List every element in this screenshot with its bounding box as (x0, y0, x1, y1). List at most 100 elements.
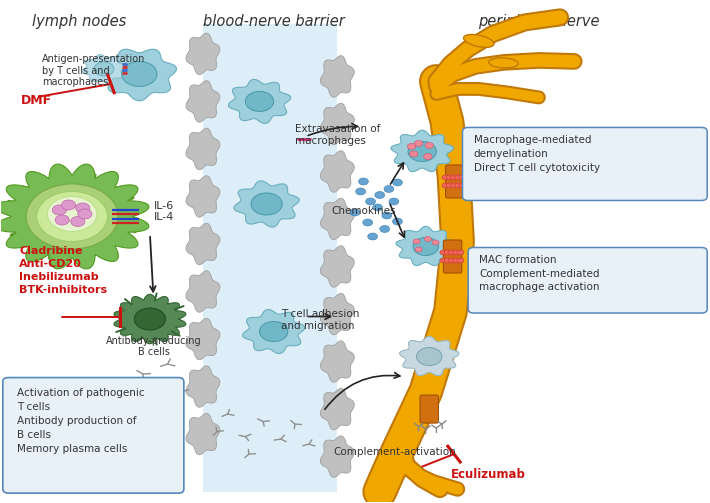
Circle shape (457, 258, 464, 263)
Circle shape (356, 188, 366, 195)
Text: Extravasation of
macrophages: Extravasation of macrophages (295, 124, 381, 145)
Circle shape (389, 198, 399, 205)
Polygon shape (186, 33, 220, 74)
Circle shape (444, 250, 451, 255)
Text: Cladribine
Anti-CD20
Inebilizumab
BTK-inhibitors: Cladribine Anti-CD20 Inebilizumab BTK-in… (19, 246, 107, 295)
Polygon shape (320, 388, 354, 430)
Text: Eculizumab: Eculizumab (451, 468, 526, 480)
Polygon shape (186, 271, 220, 312)
Circle shape (415, 140, 423, 146)
Text: MAC formation
Complement-mediated
macrophage activation: MAC formation Complement-mediated macrop… (479, 255, 600, 292)
Circle shape (382, 212, 392, 219)
Circle shape (446, 183, 453, 188)
Ellipse shape (464, 35, 494, 47)
Circle shape (450, 183, 457, 188)
FancyBboxPatch shape (203, 24, 337, 491)
Circle shape (260, 321, 288, 342)
Polygon shape (243, 309, 305, 354)
Circle shape (444, 258, 451, 263)
Circle shape (55, 215, 70, 225)
Polygon shape (391, 130, 454, 172)
Circle shape (375, 192, 385, 199)
FancyBboxPatch shape (462, 127, 707, 201)
Polygon shape (0, 164, 149, 269)
Circle shape (380, 225, 390, 232)
Circle shape (366, 198, 376, 205)
Circle shape (446, 175, 453, 180)
Text: Chemokines: Chemokines (332, 206, 396, 216)
Text: blood-nerve barrier: blood-nerve barrier (203, 14, 344, 29)
Circle shape (452, 258, 459, 263)
Circle shape (415, 247, 422, 252)
FancyBboxPatch shape (444, 240, 462, 273)
Polygon shape (186, 80, 220, 122)
Text: Complement-activation: Complement-activation (334, 447, 457, 457)
Circle shape (440, 258, 447, 263)
Text: T cell adhesion
and migration: T cell adhesion and migration (280, 309, 359, 330)
Circle shape (459, 183, 466, 188)
Polygon shape (320, 293, 354, 334)
Polygon shape (320, 56, 354, 97)
Circle shape (448, 258, 455, 263)
Polygon shape (320, 198, 354, 240)
Circle shape (121, 61, 157, 87)
Polygon shape (186, 413, 220, 455)
Text: lymph nodes: lymph nodes (32, 14, 126, 29)
Circle shape (48, 197, 97, 231)
Polygon shape (400, 337, 459, 376)
Polygon shape (234, 181, 300, 227)
Circle shape (373, 204, 383, 211)
Polygon shape (229, 79, 290, 123)
Circle shape (384, 186, 394, 193)
FancyBboxPatch shape (468, 247, 707, 313)
Circle shape (94, 62, 114, 76)
Polygon shape (320, 151, 354, 192)
Circle shape (78, 209, 92, 219)
Text: peripheral nerve: peripheral nerve (478, 14, 600, 29)
Circle shape (410, 151, 418, 157)
FancyBboxPatch shape (420, 395, 439, 423)
Circle shape (71, 216, 84, 226)
Circle shape (417, 348, 442, 366)
Circle shape (425, 142, 434, 148)
Circle shape (246, 92, 273, 112)
Circle shape (450, 175, 457, 180)
Circle shape (350, 209, 360, 216)
Circle shape (37, 192, 107, 241)
Circle shape (432, 240, 439, 245)
Polygon shape (114, 294, 186, 344)
Polygon shape (320, 341, 354, 382)
Circle shape (26, 184, 118, 249)
Polygon shape (102, 49, 177, 101)
Polygon shape (320, 103, 354, 145)
Circle shape (359, 178, 368, 185)
Text: Macrophage-mediated
demyelination
Direct T cell cytotoxicity: Macrophage-mediated demyelination Direct… (474, 135, 600, 173)
Circle shape (425, 236, 432, 241)
Circle shape (442, 183, 449, 188)
Polygon shape (396, 226, 455, 266)
Circle shape (413, 239, 420, 244)
Polygon shape (186, 223, 220, 265)
Polygon shape (320, 246, 354, 287)
Polygon shape (186, 128, 220, 170)
Polygon shape (186, 366, 220, 407)
Circle shape (53, 205, 67, 215)
Circle shape (454, 175, 462, 180)
Circle shape (452, 250, 459, 255)
Polygon shape (186, 176, 220, 217)
Circle shape (408, 141, 437, 161)
Circle shape (448, 250, 455, 255)
Circle shape (251, 193, 282, 215)
Circle shape (457, 250, 464, 255)
Circle shape (76, 203, 89, 213)
Text: IL-6
IL-4: IL-6 IL-4 (153, 201, 174, 222)
FancyBboxPatch shape (445, 165, 464, 198)
Ellipse shape (488, 58, 518, 68)
Text: Antibody-producing
B cells: Antibody-producing B cells (106, 336, 201, 357)
Circle shape (413, 237, 439, 256)
Circle shape (393, 218, 403, 225)
Circle shape (459, 175, 466, 180)
FancyBboxPatch shape (3, 378, 184, 493)
Polygon shape (320, 436, 354, 477)
Circle shape (408, 143, 416, 149)
